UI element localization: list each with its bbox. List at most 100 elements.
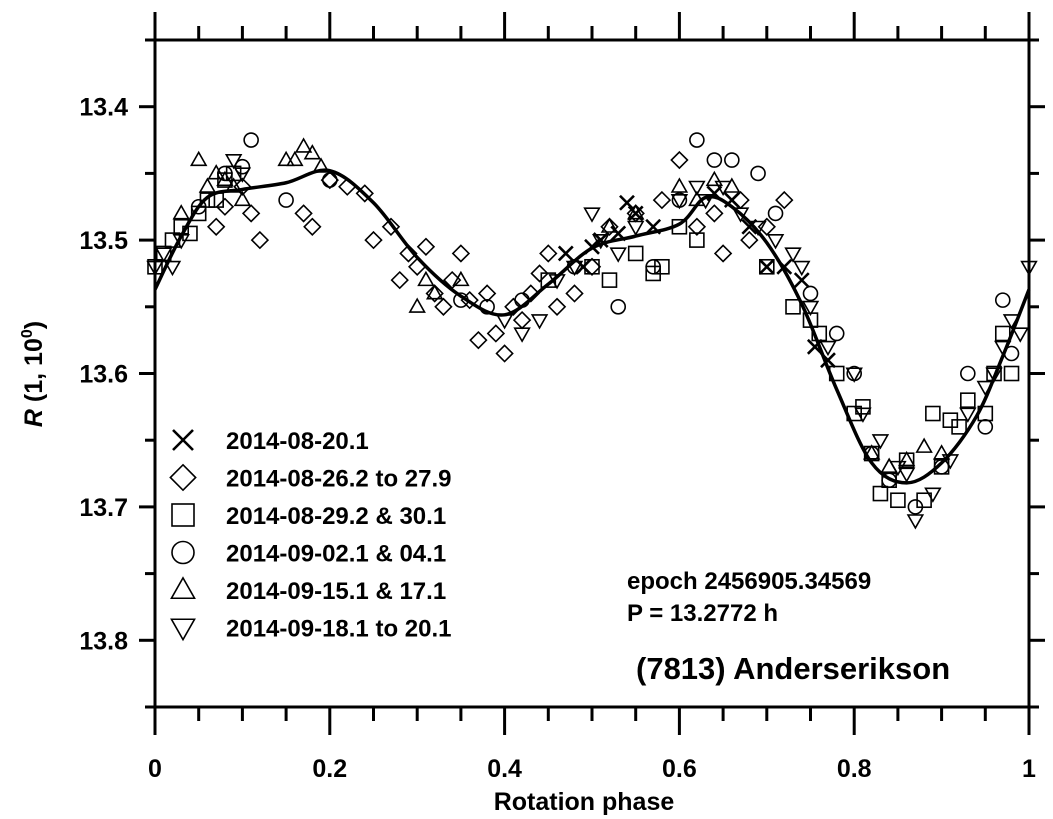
- epoch-annotation: epoch 2456905.34569: [627, 568, 871, 595]
- legend-label: 2014-09-18.1 to 20.1: [226, 616, 451, 643]
- data-point: [1003, 365, 1020, 382]
- data-point: [216, 170, 234, 187]
- data-point: [189, 150, 208, 167]
- legend-marker: [169, 463, 197, 492]
- x-tick-label: 0.8: [837, 755, 872, 783]
- data-point: [172, 204, 190, 220]
- data-point: [706, 152, 723, 168]
- data-point: [959, 407, 977, 423]
- data-point: [897, 450, 916, 467]
- data-point: [233, 167, 252, 183]
- data-point: [504, 297, 523, 316]
- data-point: [250, 230, 270, 250]
- x-tick-label: 0.6: [662, 755, 697, 783]
- data-point: [758, 258, 775, 275]
- data-point: [610, 298, 627, 315]
- data-point: [627, 245, 644, 262]
- data-point: [775, 190, 794, 210]
- data-point: [785, 298, 801, 315]
- data-point: [530, 264, 549, 283]
- legend-label: 2014-09-02.1 & 04.1: [226, 541, 446, 568]
- data-point: [907, 499, 924, 515]
- data-point: [547, 297, 567, 316]
- data-point: [243, 132, 259, 148]
- data-point: [609, 247, 627, 263]
- y-axis-title-degree: 0: [19, 329, 36, 338]
- data-point: [452, 270, 470, 287]
- data-point: [215, 197, 235, 216]
- y-tick-labels: 13.4 13.5 13.6 13.7 13.8: [79, 94, 128, 656]
- x-tick-label: 1: [1022, 755, 1036, 783]
- data-point: [897, 467, 916, 483]
- data-point: [784, 247, 802, 263]
- fit-curve: [153, 168, 1031, 485]
- data-point: [469, 330, 488, 350]
- legend-item-2: 2014-08-26.2 to 27.9: [169, 463, 451, 493]
- y-tick-label: 13.6: [79, 361, 128, 389]
- data-point: [626, 204, 645, 220]
- data-point: [278, 192, 294, 208]
- data-point: [417, 270, 435, 287]
- legend-item-6: 2014-09-18.1 to 20.1: [170, 616, 451, 643]
- x-axis-title: Rotation phase: [494, 788, 675, 816]
- data-point: [521, 284, 541, 303]
- data-point: [513, 327, 531, 343]
- data-point: [724, 152, 740, 168]
- data-point: [862, 444, 881, 460]
- data-point: [626, 220, 645, 237]
- x-tick-label: 0.2: [312, 755, 347, 783]
- data-point: [451, 244, 471, 263]
- data-point: [689, 232, 705, 248]
- data-point: [1011, 327, 1029, 343]
- data-point: [495, 344, 514, 363]
- data-point: [731, 207, 750, 223]
- data-point: [872, 485, 889, 502]
- data-point: [234, 158, 251, 175]
- data-point: [767, 205, 784, 222]
- data-point: [320, 170, 339, 190]
- data-point: [801, 300, 820, 317]
- data-point: [233, 190, 252, 207]
- y-tick-label: 13.4: [79, 94, 128, 122]
- data-point: [714, 180, 732, 197]
- data-point: [750, 165, 766, 182]
- data-point: [915, 437, 933, 453]
- data-point: [294, 204, 313, 223]
- legend-marker: [171, 503, 195, 527]
- data-point: [670, 194, 689, 210]
- legend-label: 2014-09-15.1 & 17.1: [226, 578, 446, 605]
- object-name-annotation: (7813) Anderserikson: [636, 651, 950, 686]
- data-point: [425, 284, 444, 300]
- data-point: [381, 217, 401, 236]
- data-point: [582, 257, 602, 276]
- data-point: [486, 324, 506, 343]
- data-point: [557, 245, 574, 262]
- data-point: [206, 217, 226, 236]
- y-tick-label: 13.5: [79, 227, 128, 255]
- legend-marker: [172, 429, 194, 451]
- x-tick-label: 0.4: [487, 755, 522, 783]
- data-point: [925, 405, 941, 422]
- data-point: [530, 314, 549, 330]
- legend-marker: [170, 618, 196, 642]
- data-point: [565, 284, 584, 303]
- data-point: [994, 325, 1011, 342]
- y-tick-label: 13.8: [79, 627, 128, 655]
- legend-item-4: 2014-09-02.1 & 04.1: [171, 541, 446, 568]
- data-point: [845, 367, 863, 383]
- data-point: [477, 284, 497, 303]
- y-tick-label: 13.7: [79, 494, 128, 522]
- data-point: [960, 365, 976, 382]
- data-point: [793, 260, 811, 277]
- data-point: [198, 177, 217, 193]
- data-point: [408, 297, 426, 313]
- data-point: [758, 258, 775, 275]
- data-point: [811, 325, 828, 342]
- legend-label: 2014-08-20.1: [226, 428, 369, 455]
- data-point: [951, 419, 967, 435]
- data-point: [906, 514, 925, 530]
- data-point: [854, 407, 872, 423]
- legend-item-1: 2014-08-20.1: [172, 428, 369, 455]
- y-axis-title-close: ): [20, 321, 48, 329]
- legend: 2014-08-20.1 2014-08-26.2 to 27.9 2014-08-…: [169, 428, 451, 643]
